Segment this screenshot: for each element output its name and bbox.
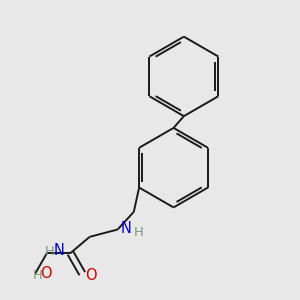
Text: O: O (40, 266, 52, 281)
Text: H: H (134, 226, 144, 239)
Text: N: N (53, 243, 64, 258)
Text: O: O (85, 268, 97, 283)
Text: N: N (121, 220, 132, 236)
Text: H: H (45, 245, 55, 258)
Text: H: H (33, 268, 43, 282)
